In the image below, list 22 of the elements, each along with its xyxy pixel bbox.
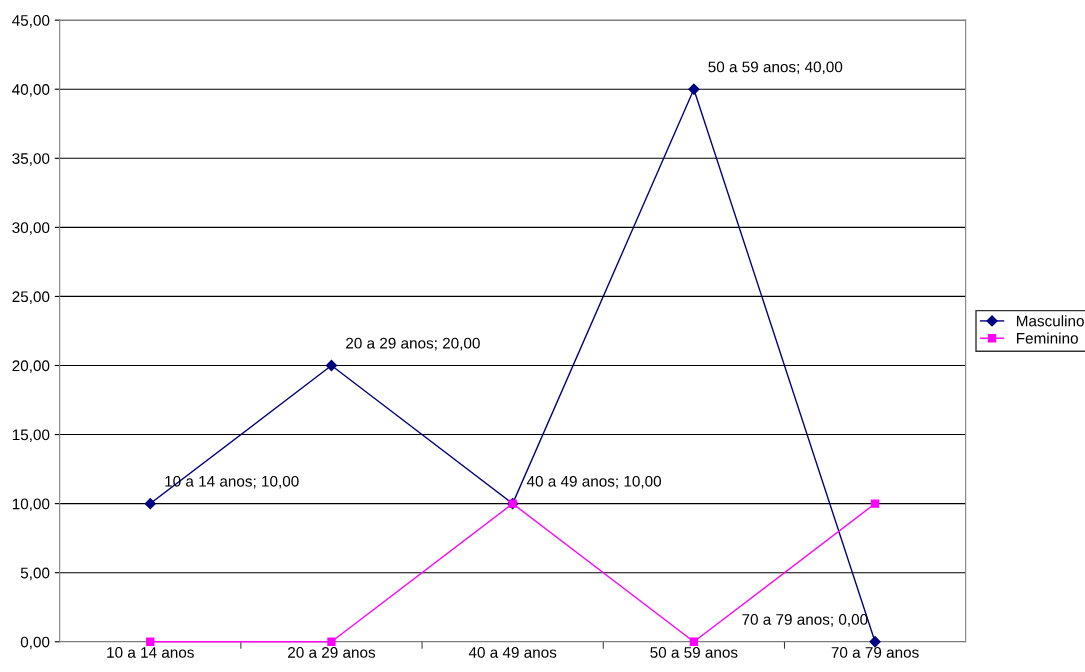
y-tick-label: 30,00 <box>12 222 50 235</box>
legend-label: Masculino <box>1016 315 1084 327</box>
data-label: 40 a 49 anos; 10,00 <box>526 475 662 489</box>
y-tick-label: 40,00 <box>12 84 50 97</box>
data-label: 10 a 14 anos; 10,00 <box>165 475 299 489</box>
legend-label: Feminino <box>1016 332 1078 344</box>
y-tick-label: 25,00 <box>12 291 50 304</box>
x-tick-label: 40 a 49 anos <box>468 647 557 658</box>
y-tick-label: 35,00 <box>12 153 50 166</box>
y-tick-label: 45,00 <box>12 15 50 28</box>
data-label: 20 a 29 anos; 20,00 <box>346 337 480 351</box>
y-tick-label: 20,00 <box>12 360 50 373</box>
x-tick-label: 20 a 29 anos <box>288 647 376 658</box>
data-label: 50 a 59 anos; 40,00 <box>708 61 843 75</box>
data-label: 70 a 79 anos; 0,00 <box>742 614 868 627</box>
y-tick-label: 5,00 <box>20 567 50 581</box>
x-tick-label: 10 a 14 anos <box>107 647 194 658</box>
x-tick-label: 70 a 79 anos <box>831 647 919 658</box>
y-tick-label: 10,00 <box>12 498 50 512</box>
y-tick-label: 0,00 <box>20 636 50 650</box>
x-tick-label: 50 a 59 anos <box>650 647 738 658</box>
y-tick-label: 15,00 <box>12 429 50 443</box>
